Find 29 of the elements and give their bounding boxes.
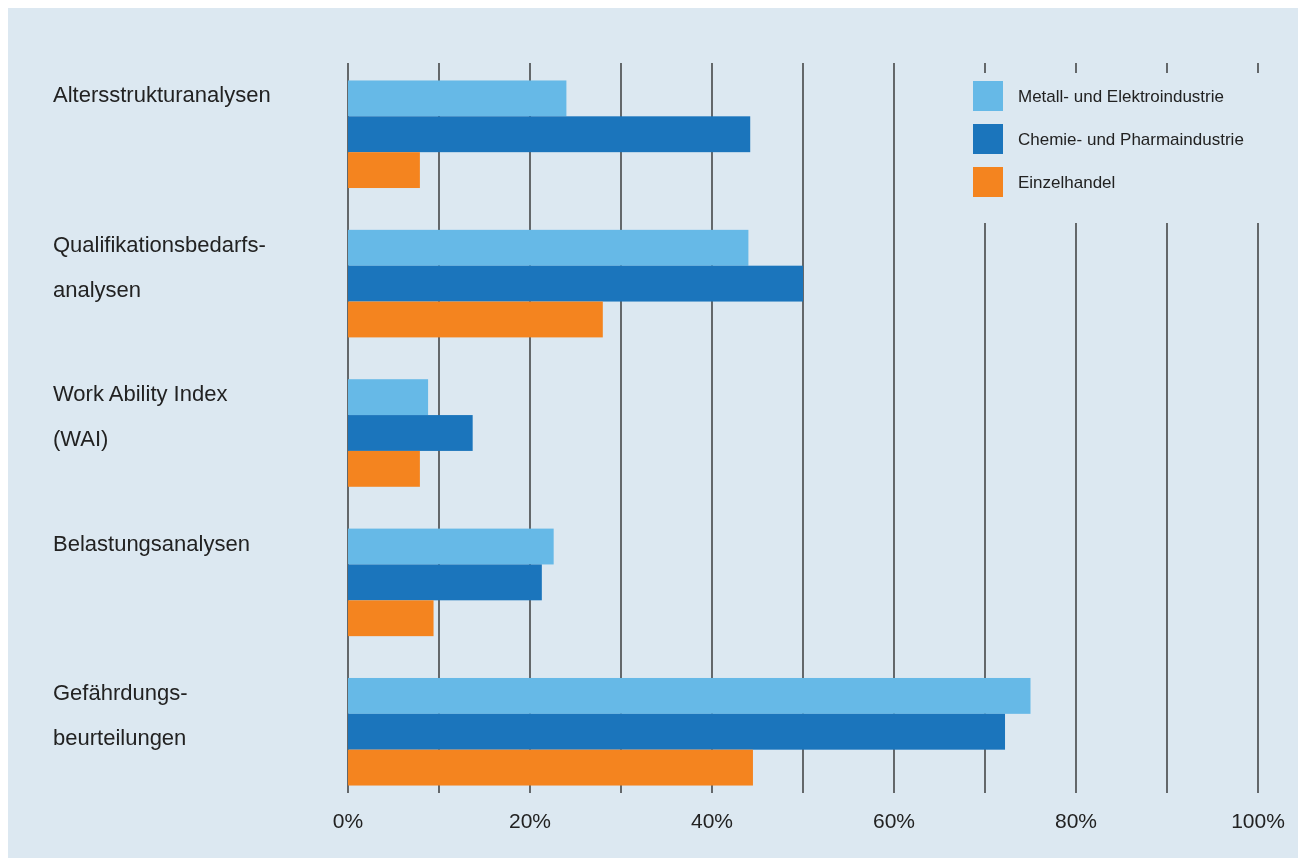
bar	[348, 749, 753, 786]
bar	[348, 677, 1031, 714]
bar	[348, 116, 751, 153]
bar	[348, 415, 473, 451]
bar	[348, 379, 429, 416]
legend-label: Chemie- und Pharmaindustrie	[1018, 130, 1244, 149]
legend-label: Metall- und Elektroindustrie	[1018, 87, 1224, 106]
bar	[348, 713, 1006, 750]
bar	[348, 265, 803, 302]
bar	[348, 152, 420, 189]
legend-label: Einzelhandel	[1018, 173, 1116, 192]
x-tick-label: 80%	[1054, 809, 1098, 832]
y-tick-label: Altersstrukturanalysen	[53, 82, 271, 108]
y-tick-label: Belastungsanalysen	[53, 530, 250, 556]
x-tick-label: 20%	[508, 809, 552, 832]
bar	[348, 301, 603, 338]
y-tick-label: Qualifikationsbedarfs- analysen	[53, 231, 266, 302]
x-tick-label: 60%	[872, 809, 916, 832]
x-tick-label: 40%	[690, 809, 734, 832]
bar	[348, 528, 554, 565]
bar	[348, 450, 420, 487]
bar	[348, 600, 434, 637]
y-tick-label: Work Ability Index (WAI)	[53, 381, 228, 452]
bar	[348, 229, 749, 266]
bar	[348, 80, 567, 117]
x-tick-label: 100%	[1231, 809, 1285, 832]
x-tick-label: 0%	[332, 809, 364, 832]
bar	[348, 564, 542, 601]
y-tick-label: Gefährdungs- beurteilungen	[53, 679, 188, 750]
